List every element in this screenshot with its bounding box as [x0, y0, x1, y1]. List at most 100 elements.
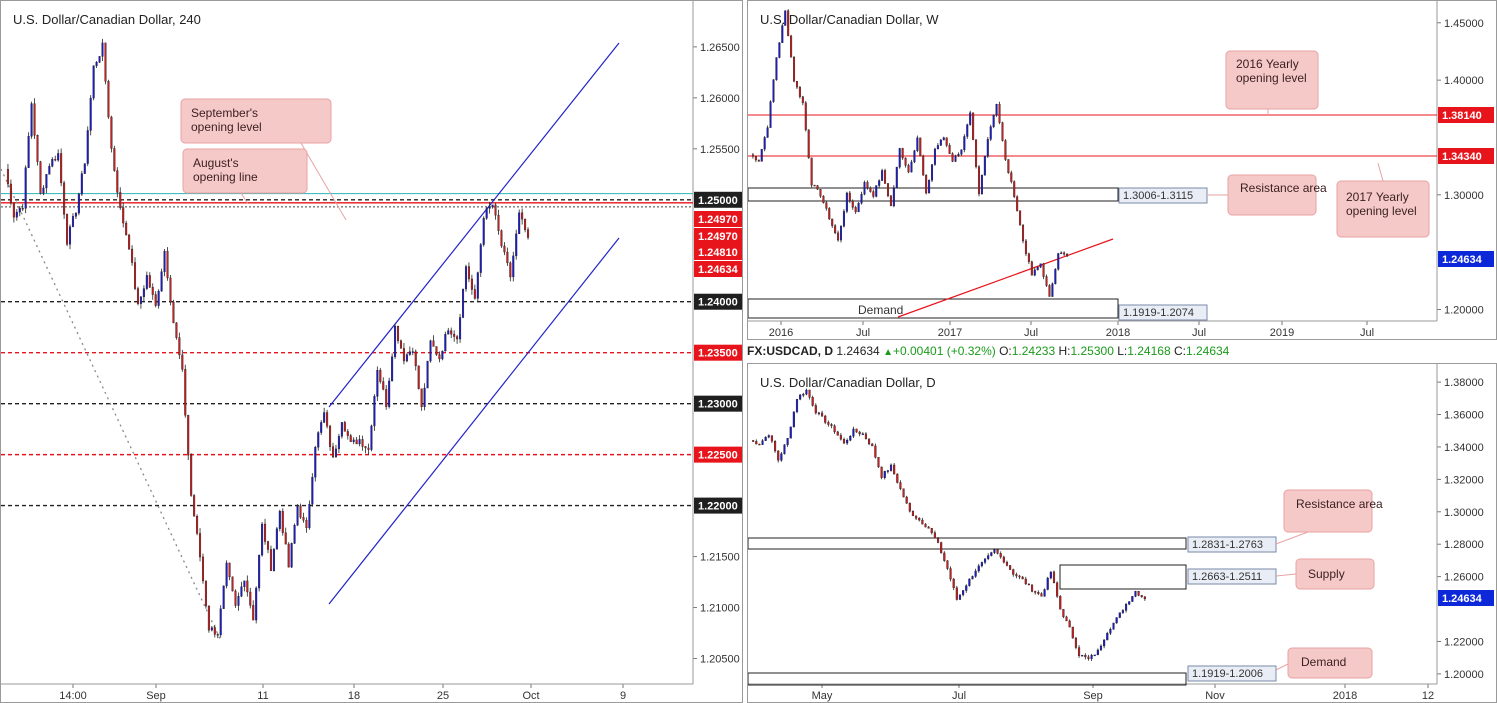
candle-body — [524, 218, 527, 230]
chart-daily[interactable]: 1.38000 1.36000 1.34000 1.32000 1.30000 1.280… — [747, 363, 1497, 703]
candle-body — [210, 627, 213, 631]
candle-body — [1074, 637, 1077, 648]
price-tag-label: 1.24810 — [698, 247, 738, 259]
candle-body — [1052, 571, 1056, 584]
candle-body — [1027, 253, 1030, 262]
candle-body — [1143, 596, 1146, 600]
chart-4h-svg[interactable]: 1.26500 1.26000 1.25500 1.21500 1.21000 1.205… — [1, 1, 743, 703]
chart-weekly[interactable]: 1.45000 1.40000 1.30000 1.20000 2016 Jul 2017 J… — [747, 0, 1497, 340]
candle-body — [931, 164, 934, 181]
candle-body — [842, 438, 846, 444]
channel-lower-line[interactable] — [328, 237, 620, 605]
candle-body — [107, 81, 110, 118]
candle-body — [966, 124, 969, 137]
candle-body — [951, 153, 954, 162]
candle-body — [196, 516, 199, 534]
candle-body — [1060, 252, 1063, 255]
demand-zone[interactable] — [748, 672, 1187, 686]
candle-body — [770, 435, 773, 442]
candle-body — [116, 170, 119, 193]
price-tag — [694, 244, 742, 260]
candle-body — [757, 159, 760, 162]
resistance-area-zone[interactable] — [748, 537, 1187, 550]
candle-body — [825, 202, 828, 209]
candle-body — [269, 549, 272, 572]
candle-body — [763, 137, 766, 150]
callout-supply[interactable]: Supply — [1275, 558, 1375, 590]
callout-2017-label: 2017 Yearly opening level — [1346, 190, 1417, 218]
candle-body — [896, 473, 899, 483]
candle-body — [83, 163, 86, 174]
price-tag-label: 1.23000 — [698, 399, 738, 411]
candle-body — [930, 528, 933, 533]
candle-body — [939, 139, 942, 146]
candle-body — [199, 533, 202, 558]
chart-4h[interactable]: 1.26500 1.26000 1.25500 1.21500 1.21000 1.205… — [0, 0, 743, 703]
candle-body — [361, 439, 364, 447]
candle-body — [889, 464, 893, 471]
candle-body — [157, 290, 160, 306]
candle-body — [845, 192, 848, 212]
dotted-trendline — [1, 168, 222, 642]
price-tag — [694, 211, 742, 227]
candle-body — [786, 438, 789, 446]
candle-body — [1099, 645, 1103, 651]
y-tick-label: 1.28000 — [1444, 539, 1484, 551]
candle-body — [854, 207, 857, 213]
candle-body — [9, 183, 12, 204]
candle-body — [278, 510, 281, 529]
price-tag-label: 1.38140 — [1442, 110, 1482, 122]
candle-body — [872, 191, 875, 197]
callout-september-opening[interactable]: September's opening level — [180, 98, 347, 221]
candle-body — [255, 587, 258, 621]
candle-body — [852, 428, 855, 437]
trendline[interactable] — [897, 238, 1114, 318]
price-tag-label: 1.24970 — [698, 214, 738, 226]
candle-body — [1081, 655, 1084, 657]
candle-body — [346, 431, 349, 436]
candle-body — [904, 157, 907, 166]
candle-body — [993, 549, 996, 553]
callout-2016-yearly[interactable]: 2016 Yearly opening level — [1225, 50, 1319, 115]
candle-body — [878, 180, 881, 186]
chart-daily-svg[interactable]: 1.38000 1.36000 1.34000 1.32000 1.30000 1.280… — [748, 364, 1497, 703]
callout-resistance-area-d[interactable]: Resistance area — [1275, 489, 1383, 545]
candle-body — [86, 130, 89, 164]
candle-body — [839, 435, 842, 440]
candle-body — [491, 204, 494, 208]
candle-body — [302, 516, 305, 521]
candle-body — [919, 137, 922, 157]
callout-august-opening[interactable]: August's opening line — [182, 148, 308, 205]
chart-weekly-svg[interactable]: 1.45000 1.40000 1.30000 1.20000 2016 Jul 2017 J… — [748, 1, 1497, 340]
demand-zone[interactable] — [748, 298, 1119, 319]
channel-upper-line[interactable] — [328, 42, 620, 408]
candle-body — [154, 294, 157, 306]
candle-body — [160, 271, 163, 292]
candle-body — [385, 389, 388, 407]
supply-zone[interactable] — [1059, 564, 1187, 590]
zone-label-box-demand — [1118, 304, 1208, 321]
callout-resistance-area-w[interactable]: Resistance area — [1207, 174, 1327, 216]
x-tick-label: 2016 — [769, 327, 793, 339]
candle-body — [816, 185, 819, 190]
candle-body — [420, 388, 423, 408]
candle-body — [1071, 626, 1074, 639]
candle-body — [805, 389, 808, 395]
y-tick-label: 1.45000 — [1444, 18, 1484, 30]
callout-demand-d[interactable]: Demand — [1275, 647, 1373, 679]
resistance-area-zone[interactable] — [748, 187, 1119, 202]
close-label: C: — [1173, 344, 1186, 358]
candle-body — [836, 431, 839, 436]
candle-body — [933, 532, 936, 539]
candle-body — [1131, 596, 1134, 602]
candle-body — [781, 25, 784, 43]
x-tick-label: Jul — [952, 690, 966, 702]
candle-body — [798, 86, 801, 97]
candle-body — [252, 605, 255, 621]
candle-body — [995, 103, 998, 116]
candle-body — [462, 288, 465, 318]
callout-2017-yearly[interactable]: 2017 Yearly opening level — [1336, 162, 1430, 238]
candle-body — [515, 233, 518, 257]
candle-body — [74, 212, 77, 217]
candle-body — [874, 445, 877, 458]
